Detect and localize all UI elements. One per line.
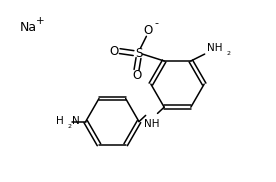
Text: -: - xyxy=(154,18,158,28)
Text: H: H xyxy=(56,116,64,126)
Text: O: O xyxy=(109,45,118,58)
Text: +: + xyxy=(36,16,45,26)
Text: NH: NH xyxy=(207,43,222,53)
Text: O: O xyxy=(132,69,141,82)
Text: N: N xyxy=(72,116,80,126)
Text: S: S xyxy=(135,47,142,60)
Text: $_2$: $_2$ xyxy=(67,122,73,131)
Text: NH: NH xyxy=(144,119,159,129)
Text: Na: Na xyxy=(20,21,37,34)
Text: O: O xyxy=(144,24,153,37)
Text: $_2$: $_2$ xyxy=(226,49,231,58)
